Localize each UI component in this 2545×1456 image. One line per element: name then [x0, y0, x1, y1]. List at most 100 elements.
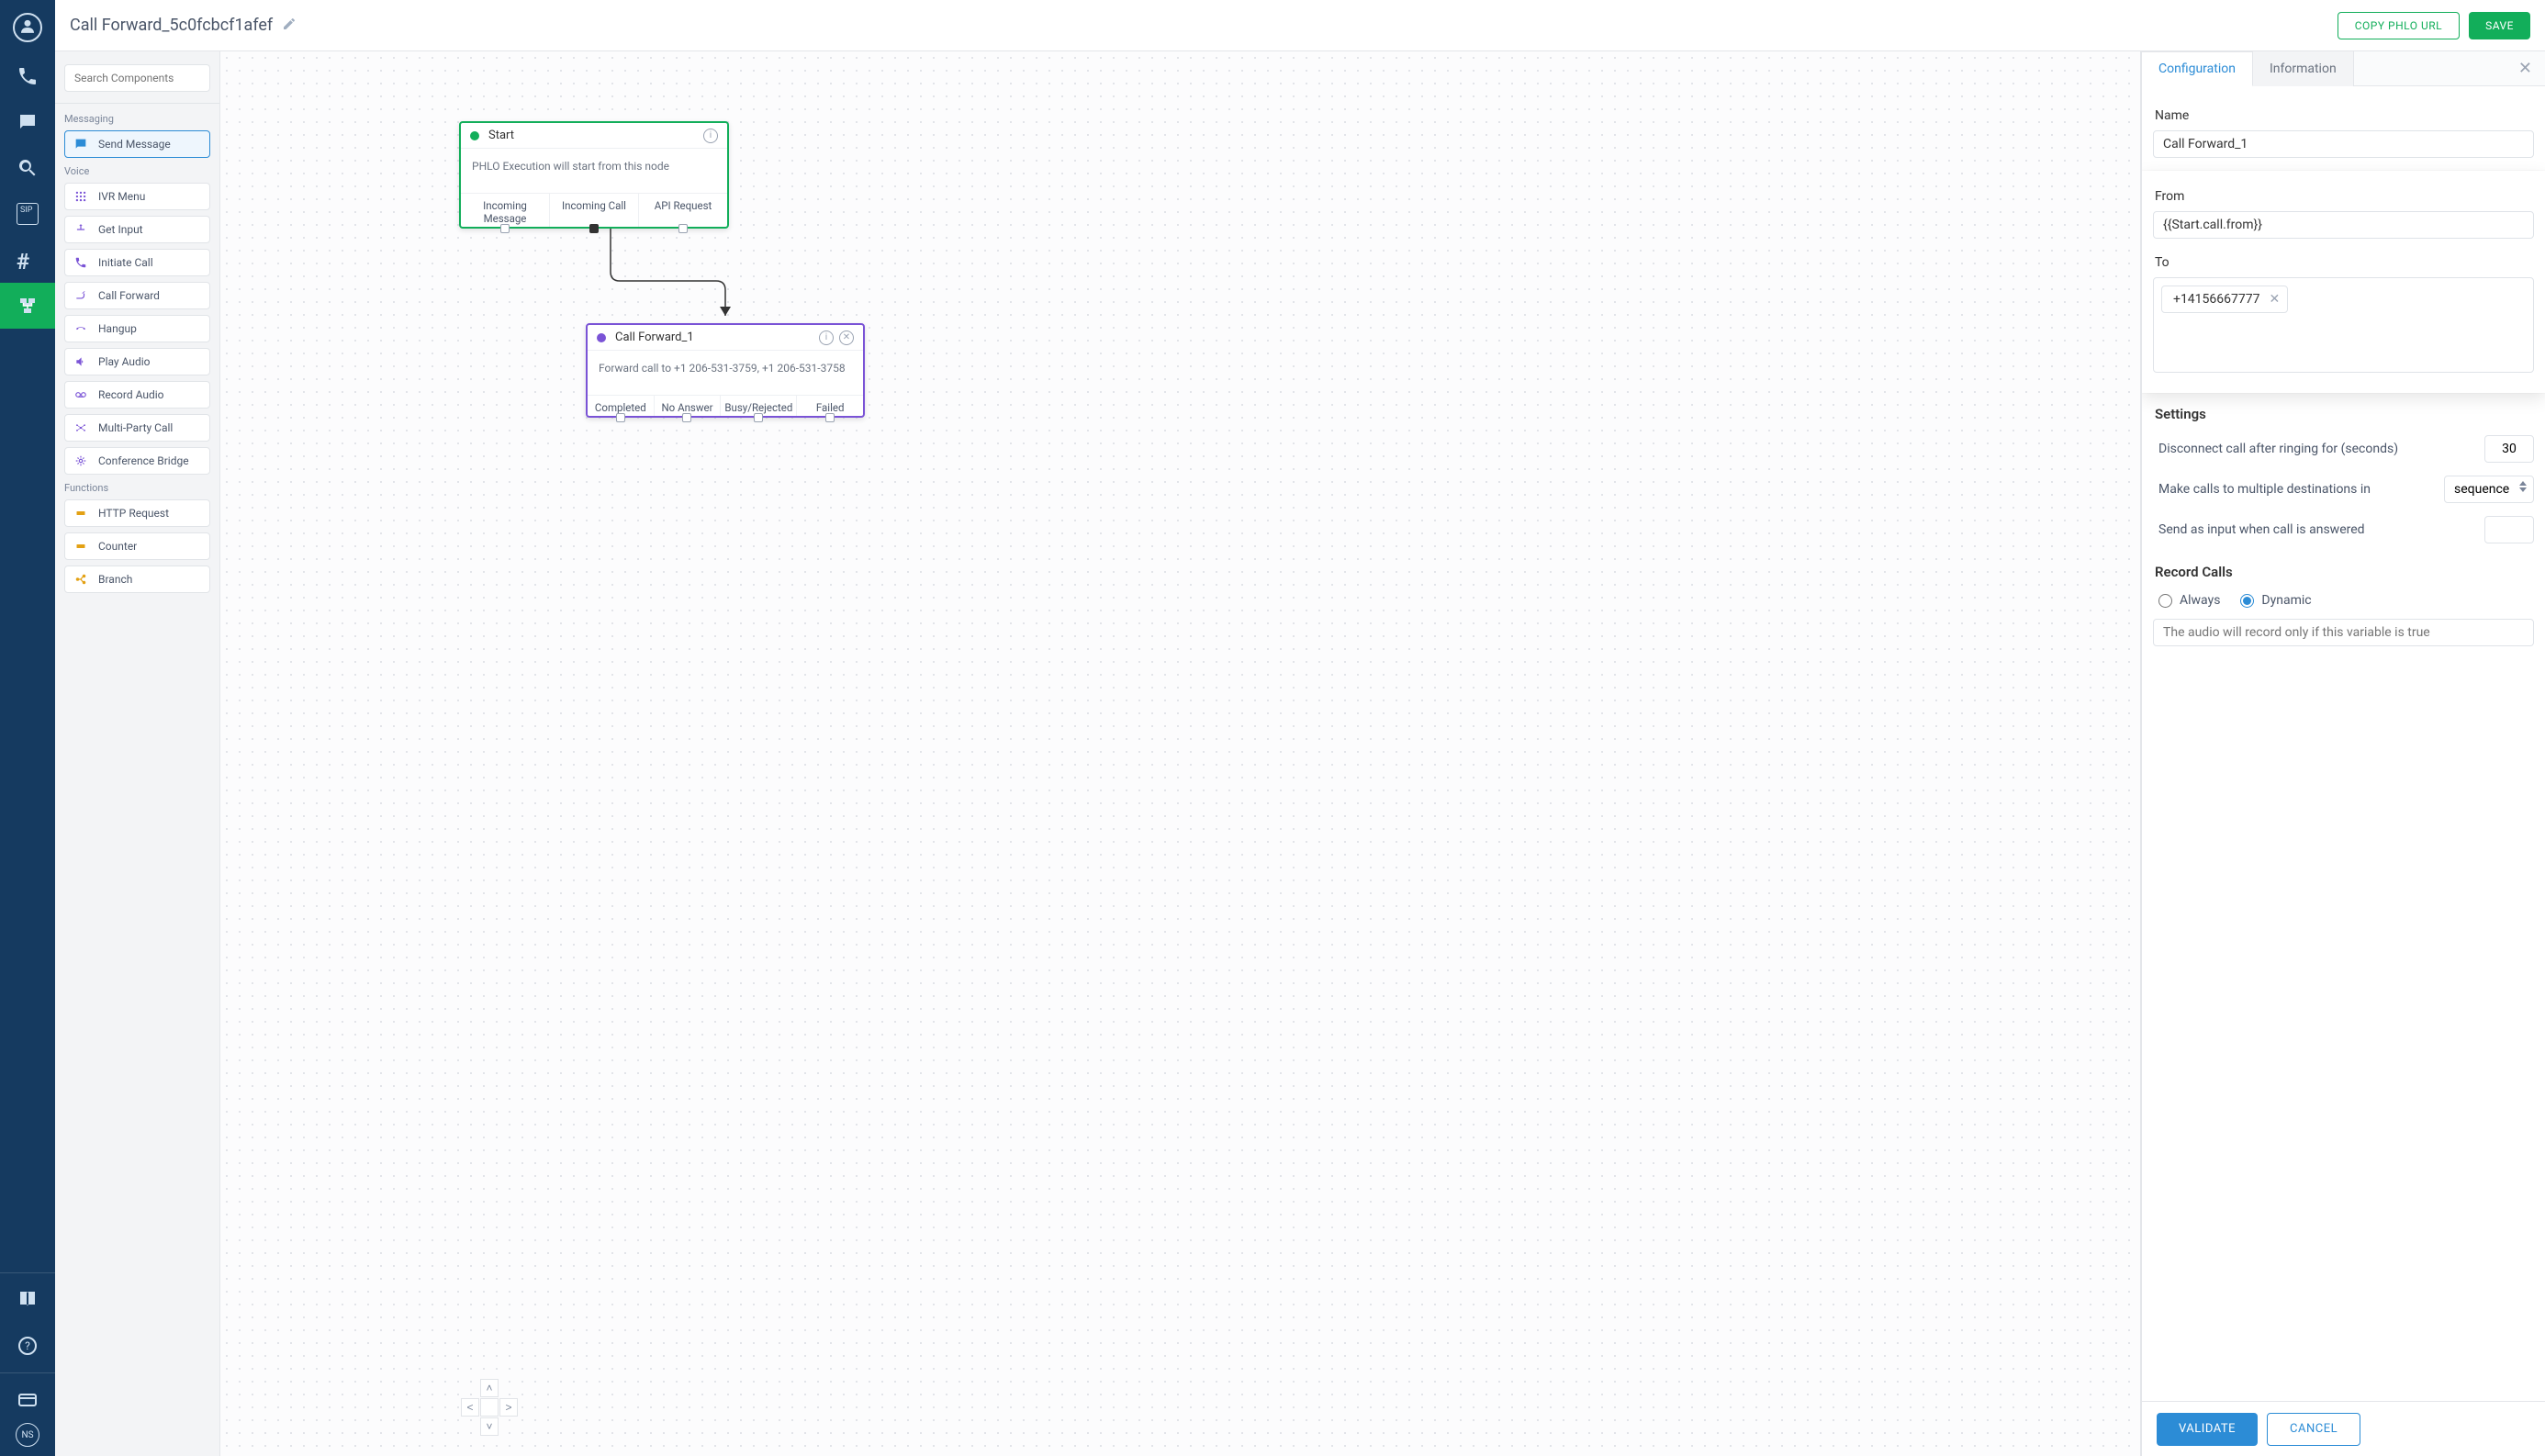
- component-label: Call Forward: [98, 289, 160, 302]
- component-http-request[interactable]: HTTP Request: [64, 499, 210, 527]
- http-icon: [73, 505, 89, 521]
- multi-dest-select[interactable]: sequence: [2444, 476, 2534, 503]
- component-counter[interactable]: Counter: [64, 532, 210, 560]
- inspector-tabs: Configuration Information ✕: [2142, 51, 2545, 86]
- tab-configuration[interactable]: Configuration: [2142, 51, 2253, 86]
- component-label: Send Message: [98, 138, 171, 151]
- component-ivr-menu[interactable]: IVR Menu: [64, 183, 210, 210]
- section-voice: Voice: [64, 165, 210, 177]
- node-output-completed[interactable]: Completed: [588, 396, 655, 416]
- pan-center-button[interactable]: [480, 1398, 499, 1417]
- radio-always[interactable]: Always: [2158, 593, 2220, 608]
- component-multi-party[interactable]: Multi-Party Call: [64, 414, 210, 442]
- tab-information[interactable]: Information: [2253, 51, 2354, 86]
- brand-logo[interactable]: [13, 13, 42, 42]
- inspector-panel: Configuration Information ✕ Name From To: [2141, 51, 2545, 1456]
- rail-item-voice[interactable]: [0, 53, 55, 99]
- forward-icon: [73, 287, 89, 304]
- component-get-input[interactable]: Get Input: [64, 216, 210, 243]
- rail-item-sip[interactable]: SIP: [0, 191, 55, 237]
- rail-item-numbers[interactable]: #: [0, 237, 55, 283]
- node-output-busy-rejected[interactable]: Busy/Rejected: [721, 396, 797, 416]
- component-label: Play Audio: [98, 355, 151, 368]
- component-hangup[interactable]: Hangup: [64, 315, 210, 342]
- node-call-forward[interactable]: Call Forward_1 i ✕ Forward call to +1 20…: [586, 323, 865, 418]
- phlo-title: Call Forward_5c0fcbcf1afef: [70, 16, 273, 35]
- label-to: To: [2155, 255, 2534, 270]
- message-icon: [73, 136, 89, 152]
- rail-item-phlo[interactable]: [0, 283, 55, 329]
- disconnect-seconds-input[interactable]: [2484, 435, 2534, 463]
- component-play-audio[interactable]: Play Audio: [64, 348, 210, 375]
- component-call-forward[interactable]: Call Forward: [64, 282, 210, 309]
- to-tag-input[interactable]: +14156667777 ✕: [2153, 277, 2534, 373]
- name-input[interactable]: [2153, 130, 2534, 158]
- speaker-icon: [73, 353, 89, 370]
- node-status-dot: [470, 131, 479, 140]
- rail-account-badge[interactable]: NS: [16, 1423, 39, 1447]
- remove-tag-icon[interactable]: ✕: [2270, 292, 2281, 307]
- node-start[interactable]: Start i PHLO Execution will start from t…: [459, 121, 729, 229]
- label-record-calls: Record Calls: [2155, 564, 2534, 580]
- component-label: Hangup: [98, 322, 137, 335]
- node-title: Start: [488, 129, 514, 142]
- rail-item-billing[interactable]: [0, 1377, 55, 1423]
- pan-right-button[interactable]: ˃: [499, 1398, 518, 1417]
- info-icon[interactable]: i: [819, 330, 834, 345]
- validate-button[interactable]: VALIDATE: [2157, 1413, 2258, 1446]
- copy-phlo-url-button[interactable]: COPY PHLO URL: [2338, 12, 2460, 39]
- record-variable-input[interactable]: [2153, 619, 2534, 646]
- component-label: Branch: [98, 573, 132, 586]
- radio-dynamic[interactable]: Dynamic: [2240, 593, 2311, 608]
- topbar: Call Forward_5c0fcbcf1afef COPY PHLO URL…: [55, 0, 2545, 51]
- flow-canvas[interactable]: Start i PHLO Execution will start from t…: [220, 51, 2141, 1456]
- component-initiate-call[interactable]: Initiate Call: [64, 249, 210, 276]
- pan-left-button[interactable]: ˂: [461, 1398, 479, 1417]
- component-branch[interactable]: Branch: [64, 566, 210, 593]
- delete-node-icon[interactable]: ✕: [839, 330, 854, 345]
- multiparty-icon: [73, 420, 89, 436]
- info-icon[interactable]: i: [703, 129, 718, 143]
- component-conference[interactable]: Conference Bridge: [64, 447, 210, 475]
- component-record-audio[interactable]: Record Audio: [64, 381, 210, 409]
- node-header: Start i: [461, 123, 727, 149]
- node-title: Call Forward_1: [615, 330, 694, 344]
- pan-up-button[interactable]: ˄: [480, 1379, 499, 1397]
- record-icon: [73, 386, 89, 403]
- component-label: Initiate Call: [98, 256, 153, 269]
- input-icon: [73, 221, 89, 238]
- label-send-input: Send as input when call is answered: [2153, 522, 2484, 537]
- component-label: Conference Bridge: [98, 454, 189, 467]
- component-send-message[interactable]: Send Message: [64, 130, 210, 158]
- node-output-api-request[interactable]: API Request: [639, 194, 727, 227]
- from-input[interactable]: [2153, 211, 2534, 239]
- node-body: PHLO Execution will start from this node: [461, 149, 727, 193]
- canvas-nav-pad: ˄ ˅ ˂ ˃: [461, 1379, 518, 1436]
- send-input-field[interactable]: [2484, 516, 2534, 543]
- label-settings: Settings: [2155, 406, 2534, 422]
- component-label: IVR Menu: [98, 190, 145, 203]
- close-inspector-icon[interactable]: ✕: [2506, 59, 2545, 78]
- component-label: Counter: [98, 540, 137, 553]
- rail-item-lookup[interactable]: [0, 145, 55, 191]
- search-components-input[interactable]: [64, 64, 210, 92]
- component-label: Multi-Party Call: [98, 421, 173, 434]
- pan-down-button[interactable]: ˅: [480, 1417, 499, 1436]
- rail-item-docs[interactable]: [0, 1277, 55, 1323]
- node-output-no-answer[interactable]: No Answer: [655, 396, 722, 416]
- node-output-incoming-call[interactable]: Incoming Call: [550, 194, 639, 227]
- rail-item-messaging[interactable]: [0, 99, 55, 145]
- cancel-button[interactable]: CANCEL: [2267, 1413, 2360, 1446]
- component-label: HTTP Request: [98, 507, 169, 520]
- save-button[interactable]: SAVE: [2469, 12, 2530, 39]
- to-number-tag: +14156667777 ✕: [2161, 286, 2288, 313]
- node-output-incoming-message[interactable]: Incoming Message: [461, 194, 550, 227]
- edit-title-icon[interactable]: [282, 17, 297, 35]
- rail-item-help[interactable]: ?: [0, 1323, 55, 1369]
- node-header: Call Forward_1 i ✕: [588, 325, 863, 351]
- component-label: Get Input: [98, 223, 143, 236]
- node-output-failed[interactable]: Failed: [797, 396, 863, 416]
- section-functions: Functions: [64, 482, 210, 494]
- branch-icon: [73, 571, 89, 588]
- hangup-icon: [73, 320, 89, 337]
